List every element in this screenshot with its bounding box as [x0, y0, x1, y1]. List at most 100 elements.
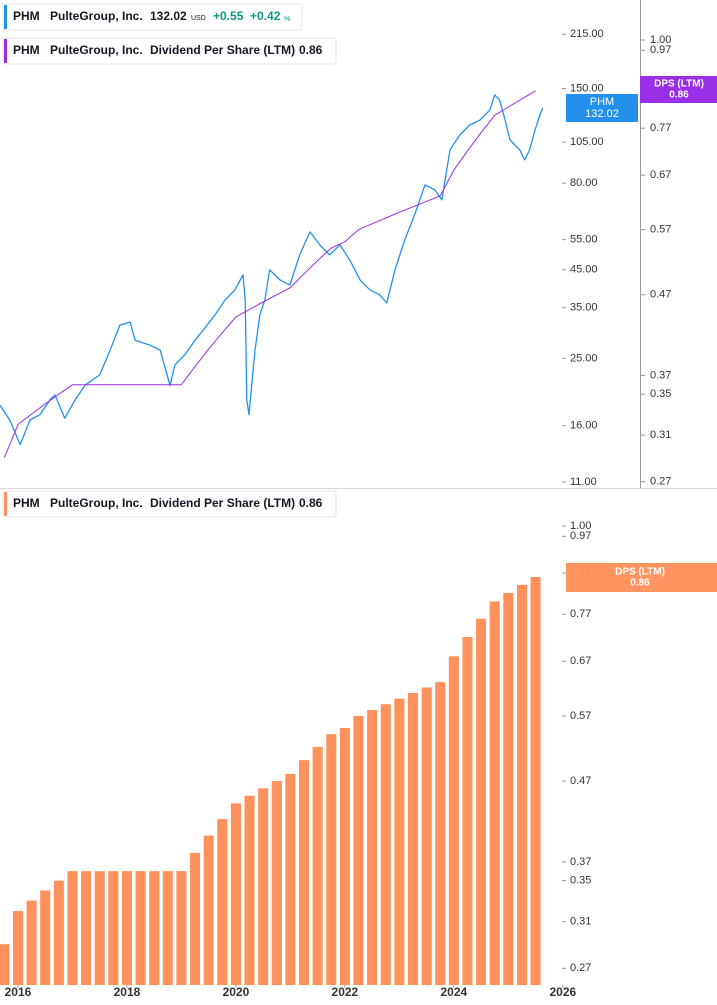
y-tick-label: 0.97 — [570, 530, 591, 542]
y-tick-label: 0.67 — [570, 655, 591, 667]
y-tick-label: 0.67 — [650, 169, 671, 181]
bar — [285, 773, 296, 985]
bar — [298, 760, 310, 985]
bar — [530, 576, 541, 985]
legend-company: PulteGroup, Inc. — [50, 43, 143, 57]
y-tick-label: 215.00 — [570, 28, 604, 40]
bar — [203, 835, 214, 985]
x-tick-label: 2022 — [332, 985, 359, 999]
y-tick-label: 35.00 — [570, 302, 598, 314]
bar — [244, 795, 255, 985]
y-tick-label: 16.00 — [570, 419, 598, 431]
legend-swatch — [4, 39, 7, 63]
y-tick-label: 0.37 — [650, 369, 671, 381]
bar — [190, 852, 201, 985]
bar — [121, 871, 132, 985]
bar — [353, 715, 364, 985]
bar — [108, 871, 119, 985]
y-tick-label: 45.00 — [570, 264, 598, 276]
badge-value: 132.02 — [585, 108, 619, 120]
bar — [312, 746, 323, 985]
bar — [40, 890, 51, 985]
y-tick-label: 0.37 — [570, 856, 591, 868]
x-tick-label: 2016 — [5, 985, 32, 999]
badge-bg — [566, 94, 638, 122]
y-tick-label: 0.57 — [650, 224, 671, 236]
y-tick-label: 0.31 — [570, 916, 591, 928]
legend-series: Dividend Per Share (LTM) — [150, 496, 295, 510]
legend-company: PulteGroup, Inc. — [50, 496, 143, 510]
bar — [12, 910, 24, 985]
y-tick-label: 0.27 — [570, 962, 591, 974]
bar — [94, 871, 105, 985]
series-line — [3, 90, 536, 458]
y-tick-label: 0.97 — [650, 44, 671, 56]
bar — [258, 788, 269, 985]
bar — [367, 710, 378, 985]
bar — [407, 692, 419, 985]
legend-value: 0.86 — [299, 43, 323, 57]
x-tick-label: 2026 — [549, 985, 576, 999]
bar — [516, 584, 527, 985]
bar — [81, 871, 92, 985]
legend-value: 0.86 — [299, 496, 323, 510]
bar — [421, 687, 432, 985]
badge-symbol: PHM — [590, 96, 614, 108]
legend: PHM PulteGroup, Inc. 132.02 USD +0.55 +0… — [2, 3, 337, 518]
y-tick-label: 80.00 — [570, 177, 598, 189]
legend-series: Dividend Per Share (LTM) — [150, 43, 295, 57]
bar — [326, 734, 337, 985]
badge-bg — [566, 563, 717, 592]
x-tick-label: 2020 — [223, 985, 250, 999]
dps-badge: DPS (LTM) 0.86 — [640, 76, 717, 103]
bar — [135, 871, 146, 985]
bar — [503, 593, 514, 985]
y-tick-label: 0.27 — [650, 476, 671, 488]
legend-company: PulteGroup, Inc. — [50, 9, 143, 23]
bar — [394, 698, 405, 985]
y-tick-label: 105.00 — [570, 136, 604, 148]
bar — [162, 871, 173, 985]
x-tick-label: 2018 — [114, 985, 141, 999]
y-tick-label: 55.00 — [570, 234, 598, 246]
badge-label: DPS (LTM) — [615, 567, 665, 578]
bar — [67, 871, 78, 985]
bar — [230, 803, 241, 985]
y-tick-label: 0.31 — [650, 429, 671, 441]
series-line — [0, 94, 544, 446]
y-tick-label: 1.00 — [570, 520, 591, 532]
price-badge: PHM 132.02 — [566, 94, 638, 122]
bar — [176, 871, 187, 985]
dps-badge: DPS (LTM)0.86 — [566, 563, 717, 592]
legend-price: 132.02 — [150, 9, 187, 23]
legend-currency: USD — [191, 15, 206, 22]
badge-value: 0.86 — [630, 578, 650, 589]
y-tick-label: 0.77 — [650, 122, 671, 134]
y-tick-label: 0.47 — [570, 775, 591, 787]
y-tick-label: 0.77 — [570, 608, 591, 620]
legend-swatch — [4, 5, 7, 29]
bar — [0, 944, 10, 985]
legend-swatch — [4, 492, 7, 516]
legend-symbol: PHM — [13, 43, 40, 57]
legend-box — [2, 490, 337, 518]
legend-symbol: PHM — [13, 9, 40, 23]
bar — [476, 618, 487, 985]
bar — [149, 871, 160, 985]
bar — [53, 880, 64, 985]
bar — [435, 682, 446, 985]
y-tick-label: 0.35 — [650, 388, 671, 400]
bar — [26, 900, 37, 985]
x-tick-label: 2024 — [441, 985, 468, 999]
legend-change: +0.55 — [213, 9, 244, 23]
legend-box — [2, 37, 337, 65]
y-tick-label: 0.47 — [650, 289, 671, 301]
bar — [462, 636, 473, 985]
legend-box — [2, 3, 303, 31]
legend-pct-sign: % — [284, 16, 290, 23]
badge-value: 0.86 — [669, 90, 689, 101]
y-tick-label: 0.35 — [570, 875, 591, 887]
y-tick-label: 150.00 — [570, 82, 604, 94]
bar — [339, 727, 350, 985]
